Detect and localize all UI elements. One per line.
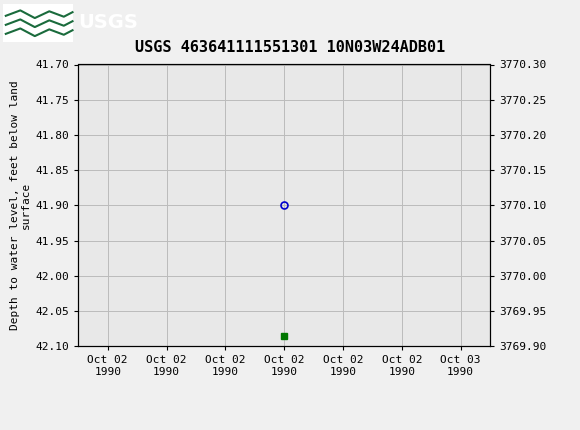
Y-axis label: Depth to water level, feet below land
surface: Depth to water level, feet below land su… (10, 80, 31, 330)
Text: USGS 463641111551301 10N03W24ADB01: USGS 463641111551301 10N03W24ADB01 (135, 40, 445, 55)
Text: USGS: USGS (78, 13, 138, 32)
